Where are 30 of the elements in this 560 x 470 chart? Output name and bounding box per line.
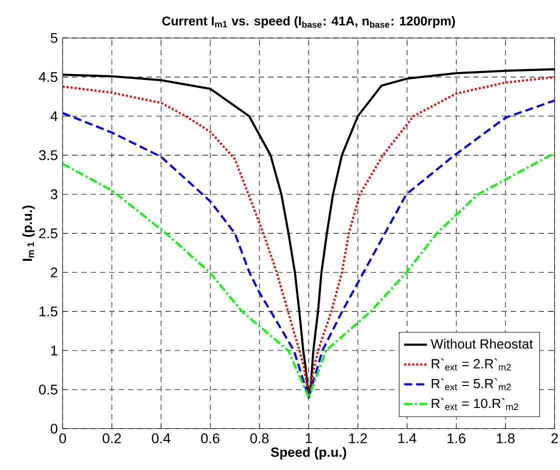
text: I$_{m 1}$ (p.u.) bbox=[22, 206, 35, 261]
y-tick-label: 3.5 bbox=[39, 150, 58, 160]
y-tick-label: 0.5 bbox=[39, 384, 58, 395]
x-tick-label: 0 bbox=[59, 433, 66, 444]
x-tick-label: 1 bbox=[306, 433, 312, 443]
chart-title: Current I$_{m1}$ vs. speed (I$_{base}$: 41A, n$_{base}$: 1200rpm) bbox=[162, 16, 455, 28]
y-tick-label: 3 bbox=[50, 189, 58, 200]
legend-label: Without Rheostat bbox=[430, 338, 533, 349]
x-axis-title: Speed (p.u.) bbox=[270, 447, 346, 460]
x-tick-label: 0.6 bbox=[201, 433, 220, 444]
y-tick-label: 0 bbox=[50, 424, 58, 434]
x-tick-label: 0.2 bbox=[102, 433, 121, 444]
legend-label: R`$_{ext}$ = 2.R`$_{m2}$ bbox=[432, 358, 511, 370]
x-tick-label: 1.2 bbox=[349, 433, 367, 444]
y-tick-label: 1.5 bbox=[40, 306, 58, 316]
line-series bbox=[62, 152, 555, 398]
y-tick-label: 5 bbox=[50, 33, 58, 43]
y-tick-label: 4.5 bbox=[38, 72, 58, 82]
x-tick-label: 1.6 bbox=[448, 433, 466, 444]
legend-label: R`$_{ext}$ = 5.R`$_{m2}$ bbox=[432, 378, 511, 390]
y-tick-label: 2 bbox=[50, 268, 58, 278]
x-tick-label: 0.4 bbox=[152, 433, 170, 444]
x-tick-label: 2 bbox=[551, 433, 558, 444]
x-tick-label: 1.4 bbox=[398, 433, 416, 443]
y-tick-label: 4 bbox=[50, 111, 58, 121]
x-tick-label: 1.8 bbox=[496, 433, 515, 444]
y-tick-label: 1 bbox=[51, 346, 58, 356]
y-tick-label: 2.5 bbox=[39, 228, 58, 238]
legend-label: R`$_{ext}$ = 10.R`$_{m2}$ bbox=[432, 398, 518, 410]
x-tick-label: 0.8 bbox=[250, 433, 269, 444]
